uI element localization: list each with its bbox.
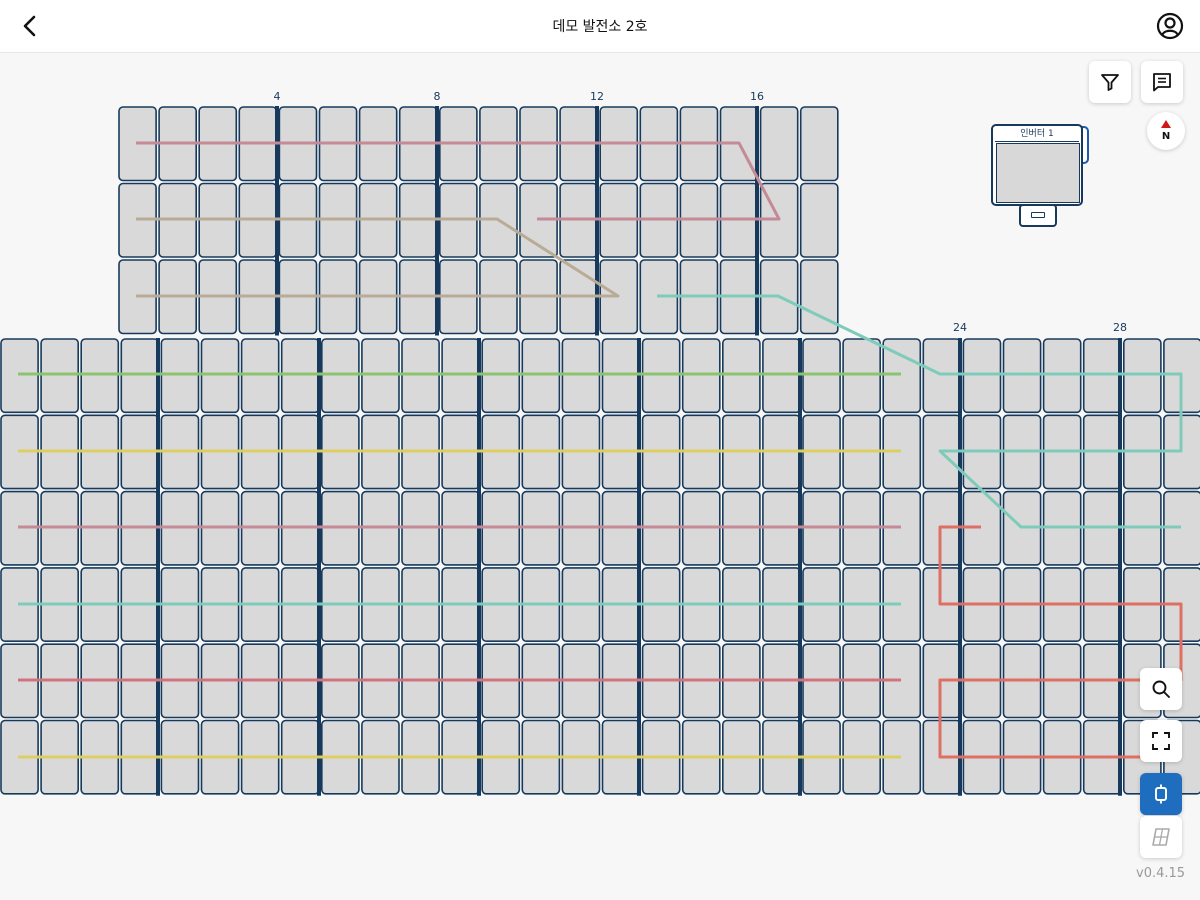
column-number: 8 bbox=[433, 90, 441, 103]
panel-layout-svg bbox=[0, 106, 1200, 796]
solar-panel[interactable] bbox=[240, 338, 280, 414]
solar-panel[interactable] bbox=[721, 338, 761, 414]
fit-screen-button[interactable] bbox=[1140, 720, 1182, 762]
solar-panel[interactable] bbox=[759, 106, 799, 182]
solar-panel[interactable] bbox=[120, 338, 160, 414]
solar-panel[interactable] bbox=[561, 338, 601, 414]
column-number: 4 bbox=[273, 90, 281, 103]
compass: N bbox=[1147, 112, 1185, 150]
solar-panel[interactable] bbox=[799, 106, 839, 182]
solar-panel[interactable] bbox=[842, 338, 881, 414]
solar-panel[interactable] bbox=[1002, 338, 1042, 414]
string-line[interactable] bbox=[136, 141, 781, 221]
solar-panel[interactable] bbox=[320, 338, 360, 414]
solar-panel[interactable] bbox=[799, 182, 839, 258]
solar-panel[interactable] bbox=[601, 338, 641, 414]
memo-icon bbox=[1153, 73, 1171, 92]
solar-panel[interactable] bbox=[762, 338, 801, 414]
string-line[interactable] bbox=[657, 294, 1183, 529]
inverter-icon bbox=[1155, 784, 1167, 804]
solar-panel[interactable] bbox=[882, 338, 922, 414]
inverter-connector bbox=[1019, 204, 1057, 227]
chevron-left-icon bbox=[23, 15, 36, 37]
solar-panel[interactable] bbox=[441, 338, 481, 414]
inverter-label: 인버터 1 bbox=[995, 128, 1079, 142]
inverter-1[interactable]: 인버터 1 bbox=[991, 124, 1089, 227]
solar-panel[interactable] bbox=[280, 338, 320, 414]
string-line[interactable] bbox=[136, 217, 620, 298]
inverter-screen bbox=[996, 143, 1080, 203]
solar-panel[interactable] bbox=[962, 338, 1002, 414]
compass-label: N bbox=[1161, 131, 1171, 142]
profile-button[interactable] bbox=[1154, 10, 1186, 42]
filter-button[interactable] bbox=[1089, 61, 1131, 103]
column-number: 24 bbox=[953, 321, 967, 334]
column-number: 12 bbox=[590, 90, 604, 103]
app-header: 데모 발전소 2호 bbox=[0, 0, 1200, 53]
app-version: v0.4.15 bbox=[1136, 866, 1186, 881]
search-button[interactable] bbox=[1140, 668, 1182, 710]
fit-screen-icon bbox=[1152, 732, 1170, 750]
panel-layout-canvas[interactable]: 4 8 12 16 24 28 bbox=[0, 53, 1200, 900]
solar-panel[interactable] bbox=[1082, 338, 1122, 414]
solar-panel[interactable] bbox=[0, 338, 39, 414]
solar-panel[interactable] bbox=[200, 338, 240, 414]
connector-icon bbox=[1031, 212, 1045, 218]
solar-panel[interactable] bbox=[521, 338, 561, 414]
solar-panel[interactable] bbox=[401, 338, 440, 414]
search-icon bbox=[1152, 680, 1170, 698]
solar-panel[interactable] bbox=[641, 338, 681, 414]
back-button[interactable] bbox=[14, 10, 46, 42]
solar-panel[interactable] bbox=[922, 338, 962, 414]
solar-panel[interactable] bbox=[160, 338, 200, 414]
solar-panel[interactable] bbox=[802, 338, 841, 414]
solar-panel[interactable] bbox=[361, 338, 400, 414]
solar-panel[interactable] bbox=[1123, 338, 1162, 414]
panel-mode-button[interactable] bbox=[1140, 816, 1182, 858]
inverter-mode-button[interactable] bbox=[1140, 773, 1182, 815]
filter-icon bbox=[1101, 74, 1119, 91]
page-title: 데모 발전소 2호 bbox=[552, 19, 648, 35]
solar-panel[interactable] bbox=[681, 338, 721, 414]
column-number: 28 bbox=[1113, 321, 1127, 334]
north-arrow-icon bbox=[1161, 120, 1171, 128]
solar-panel[interactable] bbox=[80, 338, 120, 414]
column-number: 16 bbox=[750, 90, 764, 103]
solar-panel[interactable] bbox=[481, 338, 521, 414]
solar-panel[interactable] bbox=[1042, 338, 1082, 414]
solar-panel[interactable] bbox=[40, 338, 79, 414]
string-line[interactable] bbox=[938, 525, 1183, 759]
user-circle-icon bbox=[1156, 12, 1184, 40]
memo-button[interactable] bbox=[1141, 61, 1183, 103]
inverter-body: 인버터 1 bbox=[991, 124, 1083, 206]
panel-icon bbox=[1152, 828, 1170, 846]
solar-panel[interactable] bbox=[799, 259, 839, 335]
